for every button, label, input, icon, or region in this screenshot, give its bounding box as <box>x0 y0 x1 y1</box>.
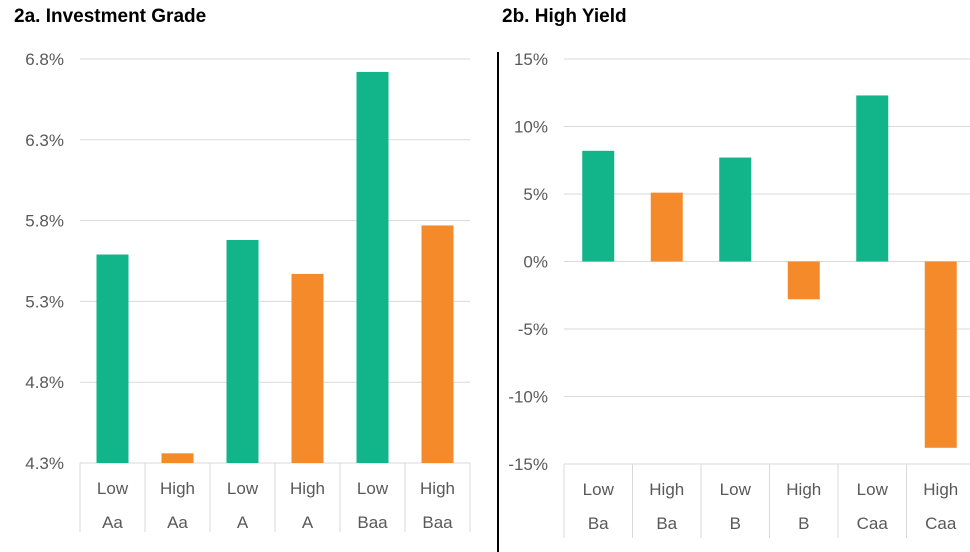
chart-b-ytick-label: 10% <box>514 118 548 137</box>
chart-a-bar <box>291 273 324 463</box>
chart-b-bar <box>582 150 615 262</box>
chart-a-category-label: High <box>420 479 455 498</box>
chart-a-category-group-label: Aa <box>167 513 188 532</box>
chart-b-ytick-label: -15% <box>508 455 548 474</box>
chart-b-bar <box>719 157 752 262</box>
chart-b-category-group-label: B <box>798 514 809 533</box>
chart-b-category-label: High <box>786 480 821 499</box>
chart-b-category-group-label: Caa <box>857 514 889 533</box>
chart-b-category-group-label: Ba <box>588 514 609 533</box>
chart-a-category-label: High <box>290 479 325 498</box>
chart-b-category-label: Low <box>720 480 752 499</box>
chart-b-ytick-label: -10% <box>508 388 548 407</box>
chart-b-category-label: Low <box>583 480 615 499</box>
chart-a-ytick-label: 4.3% <box>25 454 64 473</box>
chart-a-category-group-label: Baa <box>422 513 453 532</box>
chart-b-category-group-label: B <box>730 514 741 533</box>
chart-b-ytick-label: 0% <box>523 253 548 272</box>
chart-a-category-group-label: A <box>302 513 314 532</box>
chart-b-title: 2b. High Yield <box>502 6 627 27</box>
chart-a-category-label: Low <box>227 479 259 498</box>
chart-b-category-label: High <box>923 480 958 499</box>
chart-a-bar <box>356 71 389 463</box>
chart-a-category-group-label: Aa <box>102 513 123 532</box>
chart-b-ytick-label: -5% <box>518 320 548 339</box>
chart-a-category-label: Low <box>97 479 129 498</box>
chart-b-category-label: Low <box>857 480 889 499</box>
chart-a-title: 2a. Investment Grade <box>14 6 207 27</box>
chart-b-ytick-label: 15% <box>514 50 548 69</box>
chart-a-category-label: Low <box>357 479 389 498</box>
chart-a-ytick-label: 6.3% <box>25 131 64 150</box>
chart-a-category-group-label: A <box>237 513 249 532</box>
chart-b-bar <box>856 95 889 262</box>
chart-a-bar <box>96 254 129 463</box>
chart-a-bar <box>421 225 454 463</box>
chart-b-ytick-label: 5% <box>523 185 548 204</box>
chart-b-bar <box>924 261 957 448</box>
chart-a-category-label: High <box>160 479 195 498</box>
chart-a-category-group-label: Baa <box>357 513 388 532</box>
chart-a-bar <box>161 453 194 463</box>
chart-b-bar <box>650 192 683 262</box>
chart-a-ytick-label: 6.8% <box>25 50 64 69</box>
chart-a-bar <box>226 239 259 463</box>
chart-a-ytick-label: 5.3% <box>25 292 64 311</box>
chart-b-category-group-label: Ba <box>656 514 677 533</box>
chart-a-ytick-label: 4.8% <box>25 373 64 392</box>
chart-b-bar <box>787 261 820 300</box>
chart-b-category-group-label: Caa <box>925 514 957 533</box>
chart-a-ytick-label: 5.8% <box>25 212 64 231</box>
chart-b-category-label: High <box>649 480 684 499</box>
